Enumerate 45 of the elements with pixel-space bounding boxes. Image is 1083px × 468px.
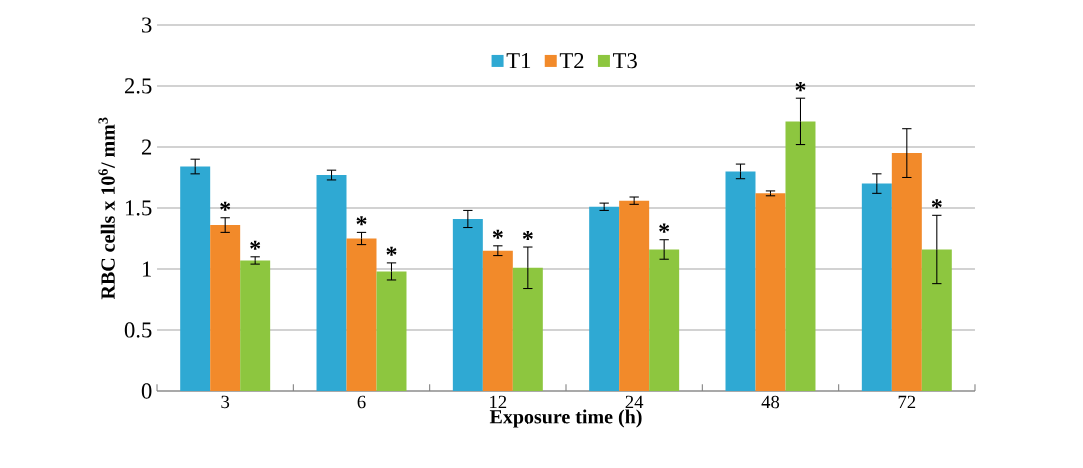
x-tick-label: 6 bbox=[357, 395, 366, 409]
bar bbox=[316, 175, 347, 391]
x-axis-title: Exposure time (h) bbox=[489, 409, 642, 428]
bar bbox=[891, 153, 922, 391]
bar bbox=[921, 249, 952, 391]
bar bbox=[482, 250, 513, 391]
y-tick-label: 2 bbox=[141, 139, 152, 155]
data-label: * bbox=[220, 201, 231, 211]
data-label: * bbox=[659, 223, 670, 233]
bar bbox=[725, 171, 756, 391]
x-tick-label: 3 bbox=[221, 395, 230, 409]
bar bbox=[861, 183, 892, 391]
data-label: * bbox=[931, 199, 942, 209]
y-tick-label: 0 bbox=[141, 383, 152, 399]
bar bbox=[180, 166, 211, 391]
x-tick-label: 72 bbox=[898, 395, 916, 409]
data-label: * bbox=[250, 240, 261, 250]
bar bbox=[240, 260, 271, 391]
data-label: * bbox=[522, 230, 533, 240]
bar bbox=[346, 238, 377, 391]
y-tick-label: 1 bbox=[142, 261, 151, 277]
data-label: * bbox=[492, 229, 503, 239]
data-label: * bbox=[356, 216, 367, 226]
bar bbox=[376, 271, 407, 391]
bar bbox=[452, 218, 483, 391]
bar bbox=[589, 206, 620, 391]
bar bbox=[649, 249, 680, 391]
bar bbox=[755, 193, 786, 391]
legend-label: T1 bbox=[506, 53, 531, 69]
data-label: * bbox=[386, 246, 397, 256]
bar bbox=[785, 121, 816, 391]
y-tick-label: 3 bbox=[142, 17, 152, 33]
y-axis-title: RBC cells x 10$^{6}$/ mm$^{3}$ bbox=[98, 117, 115, 300]
x-tick-label: 48 bbox=[761, 395, 780, 409]
y-tick-label: 2.5 bbox=[124, 78, 152, 94]
bar bbox=[210, 225, 241, 391]
legend-label: T2 bbox=[559, 53, 584, 69]
y-tick-label: 0.5 bbox=[124, 322, 152, 338]
bar bbox=[619, 200, 650, 391]
legend-label: T3 bbox=[613, 53, 637, 69]
x-tick-label: 24 bbox=[625, 395, 644, 409]
data-label: * bbox=[795, 82, 806, 92]
x-tick-label: 12 bbox=[490, 395, 507, 409]
y-tick-label: 1.5 bbox=[125, 200, 152, 216]
bar bbox=[512, 267, 543, 391]
